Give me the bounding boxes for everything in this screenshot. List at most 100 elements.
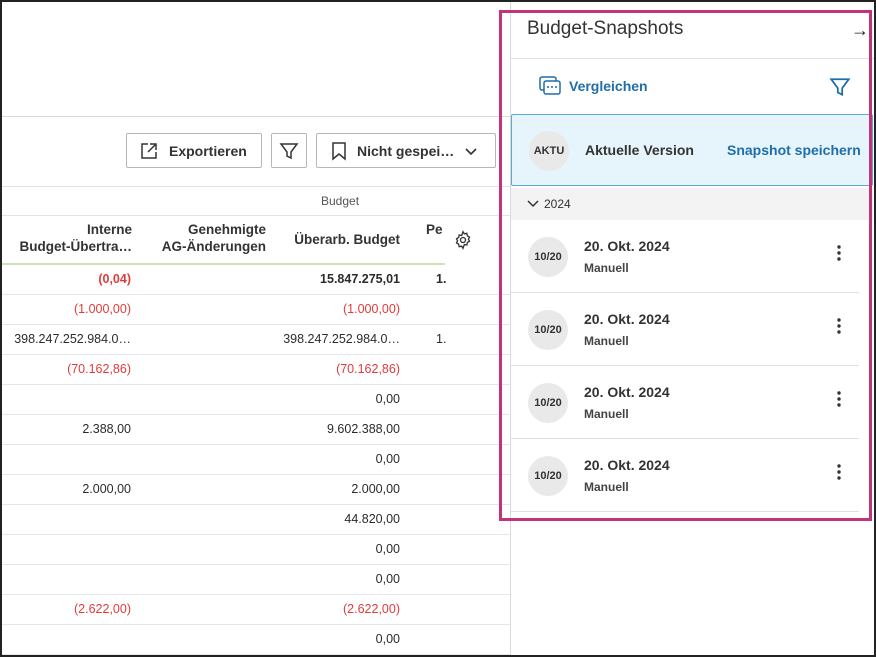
column-header-line: Interne <box>86 222 132 237</box>
table-cell: (70.162,86) <box>67 362 131 376</box>
table-row[interactable]: 0,00 <box>2 445 510 475</box>
current-version-label: Aktuelle Version <box>585 142 694 158</box>
saved-view-dropdown[interactable]: Nicht gespei… <box>316 133 496 168</box>
column-header-line: Budget-Übertra… <box>19 239 132 254</box>
panel-divider <box>510 2 511 655</box>
table-cell: 0,00 <box>375 632 400 646</box>
filter-icon <box>279 142 299 159</box>
column-header-internal-transfers[interactable]: Interne Budget-Übertra… <box>2 221 132 269</box>
version-badge: AKTU <box>529 131 569 171</box>
compare-label: Vergleichen <box>569 78 648 94</box>
table-cell: 2.000,00 <box>82 482 131 496</box>
snapshot-menu-button[interactable] <box>836 390 842 413</box>
table-cell: (0,04) <box>98 272 131 286</box>
table-cell: 398.247.252.984.0… <box>283 332 400 346</box>
table-cell: (1.000,00) <box>343 302 400 316</box>
table-row[interactable]: (70.162,86) (70.162,86) <box>2 355 510 385</box>
table-cell: 44.820,00 <box>344 512 400 526</box>
snapshot-date-badge: 10/20 <box>528 237 568 277</box>
table-row[interactable]: (2.622,00) (2.622,00) <box>2 595 510 625</box>
table-row[interactable]: 44.820,00 <box>2 505 510 535</box>
table-cell: 9.602.388,00 <box>327 422 400 436</box>
table-cell: (70.162,86) <box>336 362 400 376</box>
group-header-label: Budget <box>321 194 360 208</box>
column-header-approved-changes[interactable]: Genehmigte AG-Änderungen <box>142 221 266 269</box>
snapshot-item[interactable]: 10/20 20. Okt. 2024 Manuell <box>511 439 859 512</box>
column-header-revised-budget[interactable]: Überarb. Budget <box>282 231 400 279</box>
column-header-line: Genehmigte <box>187 222 266 237</box>
snapshot-type: Manuell <box>584 480 629 494</box>
column-header-line: Pe <box>426 222 443 237</box>
saved-view-label: Nicht gespei… <box>357 142 455 159</box>
table-row[interactable]: 2.388,00 9.602.388,00 <box>2 415 510 445</box>
more-vertical-icon <box>837 245 841 261</box>
table-row[interactable]: (1.000,00) (1.000,00) <box>2 295 510 325</box>
table-filter-button[interactable] <box>271 133 307 168</box>
snapshot-date-badge: 10/20 <box>528 456 568 496</box>
column-group-header: Budget <box>2 186 510 216</box>
snapshot-menu-button[interactable] <box>836 244 842 267</box>
snapshot-date: 20. Okt. 2024 <box>584 238 670 254</box>
table-body: (0,04) 15.847.275,01 1. (1.000,00) (1.000,00… <box>2 265 510 655</box>
snapshot-date-badge: 10/20 <box>528 383 568 423</box>
more-vertical-icon <box>837 464 841 480</box>
table-row[interactable]: 0,00 <box>2 535 510 565</box>
snapshot-filter-button[interactable] <box>829 76 851 103</box>
table-row[interactable]: 2.000,00 2.000,00 <box>2 475 510 505</box>
table-cell: (2.622,00) <box>343 602 400 616</box>
save-snapshot-link[interactable]: Snapshot speichern <box>727 142 861 158</box>
snapshot-type: Manuell <box>584 261 629 275</box>
snapshot-date: 20. Okt. 2024 <box>584 457 670 473</box>
export-icon <box>141 142 157 159</box>
table-cell: 1. <box>436 272 447 286</box>
snapshot-type: Manuell <box>584 334 629 348</box>
budget-snapshots-panel: Budget-Snapshots →| Vergleichen AKTU Akt… <box>511 2 874 655</box>
table-row[interactable]: 398.247.252.984.0… 398.247.252.984.0… 1. <box>2 325 510 355</box>
snapshot-date: 20. Okt. 2024 <box>584 384 670 400</box>
compare-icon <box>539 76 561 95</box>
table-cell: (1.000,00) <box>74 302 131 316</box>
year-group-header[interactable]: 2024 <box>511 188 873 220</box>
bookmark-icon <box>332 141 346 161</box>
snapshot-item[interactable]: 10/20 20. Okt. 2024 Manuell <box>511 366 859 439</box>
table-cell: 0,00 <box>375 452 400 466</box>
table-cell: 15.847.275,01 <box>320 272 400 286</box>
snapshot-item[interactable]: 10/20 20. Okt. 2024 Manuell <box>511 293 859 366</box>
table-cell: (2.622,00) <box>74 602 131 616</box>
divider <box>2 116 510 117</box>
table-cell: 2.000,00 <box>351 482 400 496</box>
snapshot-menu-button[interactable] <box>836 463 842 486</box>
table-row[interactable]: 0,00 <box>2 625 510 655</box>
table-row[interactable]: 0,00 <box>2 385 510 415</box>
table-row[interactable]: (0,04) 15.847.275,01 1. <box>2 265 510 295</box>
collapse-panel-icon[interactable]: →| <box>851 20 874 40</box>
table-cell: 0,00 <box>375 572 400 586</box>
column-settings-button[interactable] <box>453 230 473 255</box>
table-cell: 398.247.252.984.0… <box>14 332 131 346</box>
chevron-down-icon <box>527 200 539 208</box>
table-cell: 0,00 <box>375 542 400 556</box>
snapshot-item[interactable]: 10/20 20. Okt. 2024 Manuell <box>511 220 859 293</box>
table-row[interactable]: 0,00 <box>2 565 510 595</box>
more-vertical-icon <box>837 391 841 407</box>
year-label: 2024 <box>544 197 571 211</box>
chevron-down-icon <box>465 147 477 155</box>
filter-icon <box>829 78 851 97</box>
snapshot-type: Manuell <box>584 407 629 421</box>
table-cell: 2.388,00 <box>82 422 131 436</box>
highlight-box <box>499 10 872 521</box>
column-header-truncated[interactable]: Pe <box>426 221 446 269</box>
current-version-item[interactable]: AKTU Aktuelle Version Snapshot speichern <box>511 114 873 186</box>
divider <box>511 58 874 59</box>
export-label: Exportieren <box>169 142 247 159</box>
more-vertical-icon <box>837 318 841 334</box>
table-cell: 0,00 <box>375 392 400 406</box>
snapshot-date-badge: 10/20 <box>528 310 568 350</box>
column-header-line: Überarb. Budget <box>294 232 400 247</box>
export-button[interactable]: Exportieren <box>126 133 262 168</box>
panel-title: Budget-Snapshots <box>527 18 684 39</box>
header-underline <box>2 263 445 265</box>
snapshot-menu-button[interactable] <box>836 317 842 340</box>
compare-button[interactable]: Vergleichen <box>539 76 648 96</box>
